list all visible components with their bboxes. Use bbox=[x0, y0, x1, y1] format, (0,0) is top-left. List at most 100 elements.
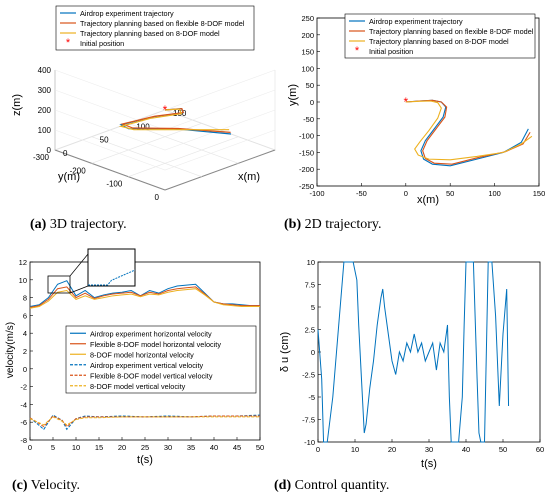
y-tick-label: 0 bbox=[310, 98, 314, 107]
legend-entry: 8-DOF model vertical velocity bbox=[90, 382, 186, 391]
grid-line bbox=[54, 129, 276, 171]
x-tick-label: 45 bbox=[233, 443, 241, 452]
inset-lines bbox=[88, 269, 136, 286]
legend-entry: Airdrop experiment trajectory bbox=[80, 9, 174, 18]
initial-position-marker: * bbox=[163, 103, 168, 117]
x-tick-label: 50 bbox=[256, 443, 264, 452]
tick-labels: -100 -50 0 50 100 150 -250 -200 -150 -100 -50 0 50 10… bbox=[299, 14, 545, 198]
caption-text: Control quantity. bbox=[291, 478, 390, 493]
y-axis-label: y(m) bbox=[287, 84, 299, 106]
z-tick-label: 400 bbox=[38, 66, 52, 75]
x-axis-label: x(m) bbox=[417, 194, 439, 206]
y-tick-label: -100 bbox=[106, 180, 123, 189]
legend-entry: Flexible 8-DOF model horizontal velocity bbox=[90, 340, 221, 349]
z-tick-label: 100 bbox=[38, 126, 52, 135]
legend-box bbox=[55, 5, 255, 51]
y-tick-label: 200 bbox=[301, 31, 314, 40]
y-tick-label: 10 bbox=[19, 276, 27, 285]
inset-line bbox=[88, 269, 136, 286]
series-line bbox=[29, 416, 260, 426]
legend-entry: Trajectory planning based on flexible 8-… bbox=[80, 19, 245, 28]
z-axis-label: z(m) bbox=[11, 94, 23, 116]
caption-tag: (d) bbox=[274, 478, 292, 493]
x-tick-label: 20 bbox=[388, 445, 396, 454]
x-tick-label: 0 bbox=[28, 443, 32, 452]
y-tick-label: 4 bbox=[23, 329, 27, 338]
y-tick-label: -2.5 bbox=[302, 371, 315, 380]
x-tick-label: 150 bbox=[533, 189, 546, 198]
panel-control-quantity: 0 10 20 30 40 50 60 -10 -7.5 -5 -2.5 0 2.5 5 7.5 10 t(s… bbox=[279, 258, 544, 470]
trajectory-lines: * bbox=[118, 103, 232, 135]
legend-entry: Airdrop experiment trajectory bbox=[369, 17, 463, 26]
x-tick-label: -50 bbox=[356, 189, 367, 198]
y-tick-label: -7.5 bbox=[302, 416, 315, 425]
caption-d: (d) Control quantity. bbox=[274, 478, 389, 494]
series-line bbox=[317, 261, 510, 443]
z-tick-label: 200 bbox=[38, 106, 52, 115]
caption-text: 3D trajectory. bbox=[46, 217, 127, 232]
legend: Airdrop experiment trajectoryTrajectory … bbox=[55, 5, 255, 51]
y-tick-label: 250 bbox=[301, 14, 314, 23]
caption-text: 2D trajectory. bbox=[301, 217, 382, 232]
y-tick-label: 0 bbox=[311, 348, 315, 357]
y-axis-line bbox=[54, 149, 166, 191]
y-tick-label: -8 bbox=[20, 436, 27, 445]
grid-lines bbox=[54, 69, 276, 177]
y-tick-label: 8 bbox=[23, 294, 27, 303]
y-tick-label: -50 bbox=[303, 115, 314, 124]
x-tick-label: 10 bbox=[351, 445, 359, 454]
legend-entry: Airdrop experiment vertical velocity bbox=[90, 361, 203, 370]
y-tick-label: -10 bbox=[304, 438, 315, 447]
caption-c: (c) Velocity. bbox=[12, 478, 80, 494]
y-tick-label: -200 bbox=[70, 166, 87, 175]
legend: Airdrop experiment trajectory Trajectory … bbox=[344, 13, 536, 59]
y-tick-label: -100 bbox=[299, 132, 314, 141]
caption-b: (b) 2D trajectory. bbox=[284, 217, 381, 233]
panel-velocity: 0 5 10 15 20 25 30 35 40 45 50 -8 -6 -4 -2 0 2 4 6 8 10 12 t(… bbox=[5, 248, 264, 466]
control-line bbox=[317, 261, 510, 443]
y-tick-label: -5 bbox=[308, 393, 315, 402]
trajectory-lines: * bbox=[403, 95, 533, 167]
initial-position-marker: * bbox=[403, 95, 408, 109]
x-tick-label: -100 bbox=[309, 189, 324, 198]
series-line bbox=[405, 99, 531, 165]
zoom-connector bbox=[69, 253, 89, 277]
series-line bbox=[405, 100, 533, 161]
legend-marker: * bbox=[355, 45, 360, 57]
y-tick-label: 2.5 bbox=[305, 326, 315, 335]
x-tick-label: 0 bbox=[63, 149, 68, 158]
x-tick-label: 100 bbox=[488, 189, 501, 198]
x-tick-label: 40 bbox=[210, 443, 218, 452]
caption-text: Velocity. bbox=[27, 478, 81, 493]
grid-line bbox=[128, 136, 239, 177]
caption-tag: (b) bbox=[284, 217, 302, 232]
velocity-lines bbox=[29, 280, 261, 431]
panel-2d-trajectory: -100 -50 0 50 100 150 -250 -200 -150 -100 -50 0 50 10… bbox=[287, 13, 545, 206]
x-tick-label: 20 bbox=[118, 443, 126, 452]
x-tick-label: 5 bbox=[51, 443, 55, 452]
y-tick-label: 100 bbox=[301, 64, 314, 73]
legend-marker: * bbox=[66, 37, 71, 49]
legend-box bbox=[65, 325, 257, 394]
x-tick-label: 15 bbox=[95, 443, 103, 452]
y-tick-label: -150 bbox=[299, 148, 314, 157]
x-tick-label: 0 bbox=[404, 189, 408, 198]
y-tick-label: -250 bbox=[299, 182, 314, 191]
x-tick-label: 40 bbox=[462, 445, 470, 454]
x-tick-label: 30 bbox=[425, 445, 433, 454]
series-line bbox=[29, 288, 260, 309]
grid-line bbox=[91, 136, 202, 177]
y-tick-label: 50 bbox=[306, 81, 314, 90]
x-tick-label: 25 bbox=[141, 443, 149, 452]
caption-tag: (c) bbox=[12, 478, 28, 493]
caption-a: (a) 3D trajectory. bbox=[30, 217, 127, 233]
y-tick-label: 12 bbox=[19, 258, 27, 267]
legend-entry: Trajectory planning based on 8-DOF model bbox=[369, 37, 509, 46]
x-tick-label: 10 bbox=[72, 443, 80, 452]
x-axis-label: t(s) bbox=[137, 454, 153, 466]
series-line bbox=[118, 108, 230, 131]
x-tick-label: 35 bbox=[187, 443, 195, 452]
legend-entry: Trajectory planning based on 8-DOF model bbox=[80, 29, 220, 38]
